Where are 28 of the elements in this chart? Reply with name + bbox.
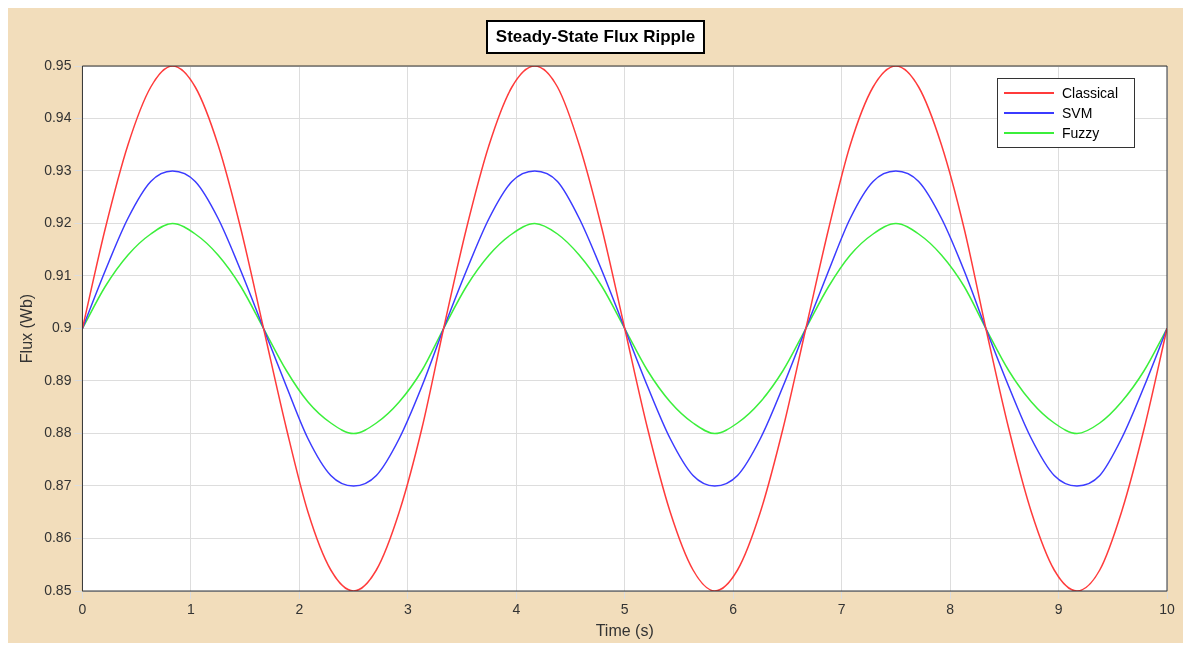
x-tick-label: 6 (729, 601, 738, 618)
y-tick-label: 0.87 (44, 476, 72, 493)
y-tick-label: 0.94 (44, 109, 72, 126)
y-tick-label: 0.95 (44, 56, 72, 73)
x-tick-label: 9 (1054, 601, 1063, 618)
y-tick-label: 0.9 (51, 319, 72, 336)
legend-label: Fuzzy (1062, 125, 1100, 141)
y-tick-label: 0.88 (44, 424, 72, 441)
x-tick-label: 7 (837, 601, 846, 618)
legend-label: SVM (1062, 105, 1093, 121)
x-tick-label: 8 (946, 601, 955, 618)
x-tick-label: 2 (295, 601, 304, 618)
x-tick-label: 0 (78, 601, 87, 618)
x-axis-title: Time (s) (595, 621, 654, 639)
y-tick-label: 0.92 (44, 214, 72, 231)
x-tick-label: 10 (1159, 601, 1175, 618)
y-axis-title: Flux (Wb) (18, 293, 36, 364)
chart-title: Steady-State Flux Ripple (485, 20, 706, 54)
y-tick-label: 0.86 (44, 529, 72, 546)
y-tick-label: 0.85 (44, 581, 72, 598)
y-tick-label: 0.93 (44, 161, 72, 178)
y-tick-label: 0.91 (44, 266, 72, 283)
x-tick-label: 5 (620, 601, 629, 618)
x-tick-label: 3 (403, 601, 412, 618)
y-tick-label: 0.89 (44, 371, 72, 388)
x-tick-label: 4 (512, 601, 521, 618)
legend-label: Classical (1062, 85, 1119, 101)
x-tick-label: 1 (187, 601, 195, 618)
